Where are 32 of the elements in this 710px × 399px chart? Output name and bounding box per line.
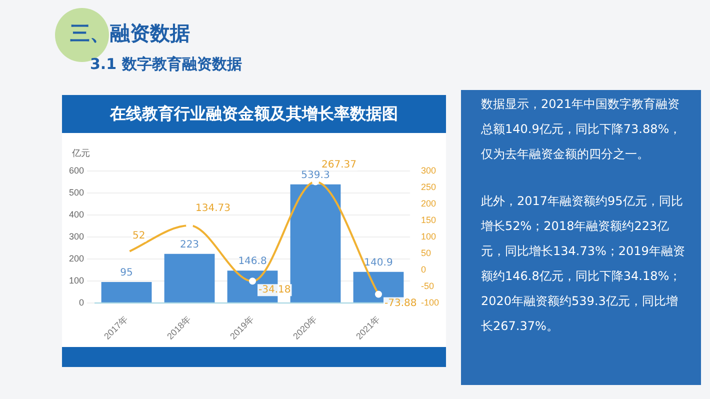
y-tick-label: 0 — [79, 297, 84, 308]
y-tick-label: 500 — [68, 187, 84, 198]
y2-tick-label: -50 — [420, 280, 434, 291]
y2-tick-label: 100 — [420, 231, 436, 242]
y-tick-label: 200 — [68, 253, 84, 264]
y-tick-label: 300 — [68, 231, 84, 242]
data-label: -73.88 — [384, 298, 417, 309]
data-label: 134.73 — [196, 203, 231, 214]
y2-tick-label: -100 — [420, 297, 439, 308]
y-axis-title: 亿元 — [72, 148, 90, 160]
y-tick-label: 100 — [68, 275, 84, 286]
data-label: 52 — [132, 230, 146, 242]
y-tick-label: 400 — [68, 209, 84, 220]
y2-tick-label: 150 — [420, 214, 436, 225]
data-label: 146.8 — [238, 256, 267, 268]
data-label: -34.18 — [258, 284, 291, 296]
data-label: 267.37 — [321, 159, 356, 170]
y2-tick-label: 0 — [420, 264, 426, 274]
data-label: 95 — [120, 268, 133, 279]
y-tick-label: 600 — [68, 165, 84, 176]
text: 此外，2017年融资额约95亿元，同比增长52%；2018年融资额约223亿元，同比增长134.73%；2019年融资额约146.8亿元，同比下降34.18%；2020年融资额约539.3亿元，同比增长267.37%。 — [481, 193, 686, 335]
text: 3.1 数字教育融资数据 — [90, 55, 242, 74]
y2-tick-label: 200 — [420, 198, 436, 208]
y2-tick-label: 300 — [420, 165, 436, 176]
chart-title: 在线教育行业融资金额及其增长率数据图 — [62, 95, 446, 133]
data-label: 223 — [180, 239, 200, 250]
y2-tick-label: 250 — [420, 182, 436, 192]
text: 数据显示，2021年中国数字教育融资总额140.9亿元，同比下降73.88%，仅为去年融资金额的四分之一。 — [481, 96, 682, 163]
y2-tick-label: 50 — [420, 248, 431, 258]
data-label: 140.9 — [364, 257, 393, 268]
text: 三、融资数据 — [70, 20, 190, 47]
data-label: 539.3 — [301, 170, 330, 181]
